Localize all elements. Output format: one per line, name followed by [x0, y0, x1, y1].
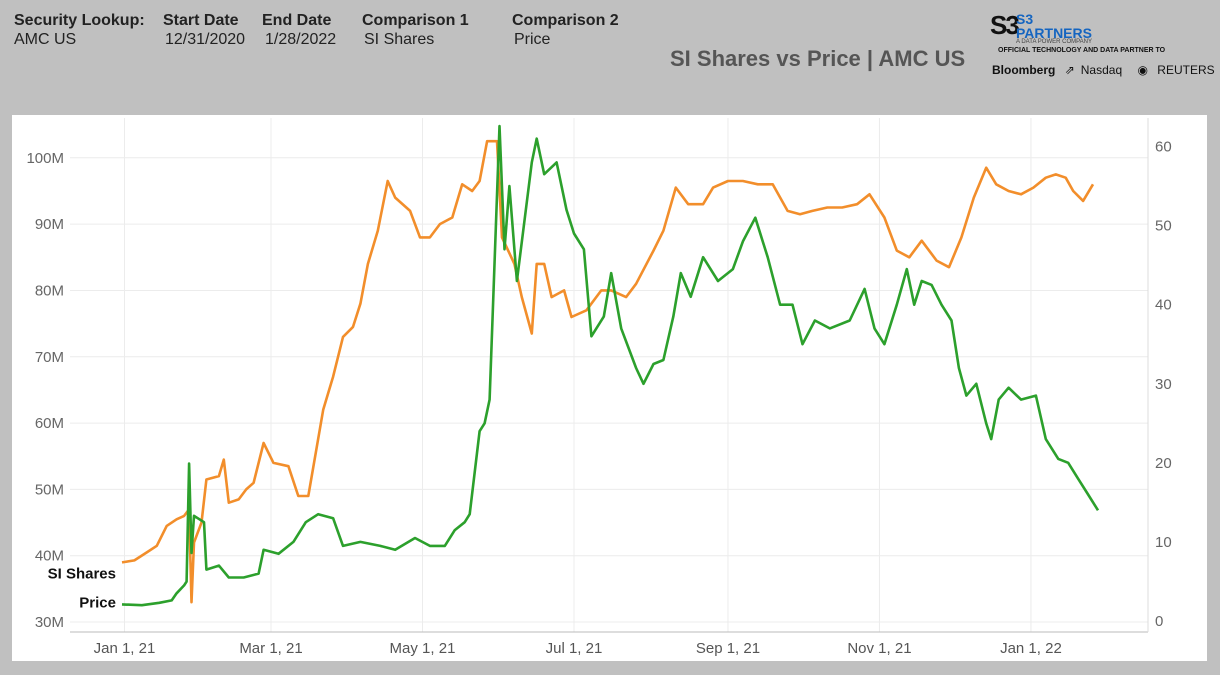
nasdaq-label: Nasdaq [1080, 63, 1123, 77]
y-right-tick-label: 30 [1155, 376, 1172, 393]
y-right-tick-label: 60 [1155, 139, 1172, 156]
series-label: SI Shares [48, 565, 116, 582]
y-right-tick-label: 40 [1155, 297, 1172, 314]
comparison-2-label: Comparison 2 [512, 12, 619, 29]
partner-text: OFFICIAL TECHNOLOGY AND DATA PARTNER TO [998, 47, 1166, 54]
end-date-label: End Date [262, 12, 332, 29]
y-left-tick-label: 70M [35, 349, 64, 366]
y-left-tick-label: 30M [35, 614, 64, 631]
series-line-price [121, 124, 1100, 607]
y-left-tick-label: 80M [35, 282, 64, 299]
s3-logo-name-line1: S3 [1016, 11, 1034, 27]
s3-partners-logo: S3 S3 PARTNERS A DATA POWER COMPANY OFFI… [990, 10, 1215, 82]
start-date-value[interactable]: 12/31/2020 [165, 31, 246, 48]
reuters-label: REUTERS [1157, 63, 1215, 77]
reuters-icon: ◉ [1137, 63, 1148, 77]
y-left-tick-label: 50M [35, 481, 64, 498]
y-right-tick-label: 10 [1155, 534, 1172, 551]
security-lookup-value[interactable]: AMC US [14, 31, 77, 48]
series-label: Price [79, 594, 116, 611]
end-date-value[interactable]: 1/28/2022 [265, 31, 337, 48]
s3-logo-name: S3 PARTNERS [1016, 12, 1092, 40]
nasdaq-logo: ⇗ Nasdaq [1065, 63, 1128, 77]
end-date: End Date 1/28/2022 [262, 12, 336, 50]
y-right-tick-label: 50 [1155, 218, 1172, 235]
security-lookup: Security Lookup: AMC US [14, 12, 145, 50]
x-tick-label: Mar 1, 21 [239, 640, 302, 657]
comparison-2-value[interactable]: Price [514, 31, 551, 48]
y-left-tick-label: 100M [26, 150, 64, 167]
x-tick-label: May 1, 21 [390, 640, 456, 657]
x-tick-label: Jan 1, 22 [1000, 640, 1062, 657]
comparison-2: Comparison 2 Price [512, 12, 619, 50]
start-date-label: Start Date [163, 12, 239, 29]
s3-logo-name-line2: PARTNERS [1016, 25, 1092, 41]
security-lookup-label: Security Lookup: [14, 12, 145, 29]
x-tick-label: Jan 1, 21 [94, 640, 156, 657]
comparison-1: Comparison 1 SI Shares [362, 12, 469, 50]
comparison-1-value[interactable]: SI Shares [364, 31, 435, 48]
reuters-logo: ◉ REUTERS [1137, 63, 1220, 77]
x-tick-label: Sep 1, 21 [696, 640, 760, 657]
chart-title: SI Shares vs Price | AMC US [670, 46, 966, 71]
y-left-tick-label: 40M [35, 548, 64, 565]
bloomberg-logo: Bloomberg [992, 63, 1056, 77]
y-right-tick-label: 20 [1155, 455, 1172, 472]
series-line-si-shares [121, 139, 1095, 604]
nasdaq-icon: ⇗ [1064, 63, 1075, 77]
partner-logos: Bloomberg ⇗ Nasdaq ◉ REUTERS [992, 63, 1220, 77]
y-right-tick-label: 0 [1155, 613, 1163, 630]
y-left-tick-label: 60M [35, 415, 64, 432]
start-date: Start Date 12/31/2020 [163, 12, 245, 50]
y-left-tick-label: 90M [35, 216, 64, 233]
s3-logo-icon: S3 [990, 10, 1020, 40]
x-tick-label: Nov 1, 21 [847, 640, 911, 657]
comparison-1-label: Comparison 1 [362, 12, 469, 29]
s3-logo-sub: A DATA POWER COMPANY [1016, 39, 1093, 45]
x-tick-label: Jul 1, 21 [546, 640, 603, 657]
